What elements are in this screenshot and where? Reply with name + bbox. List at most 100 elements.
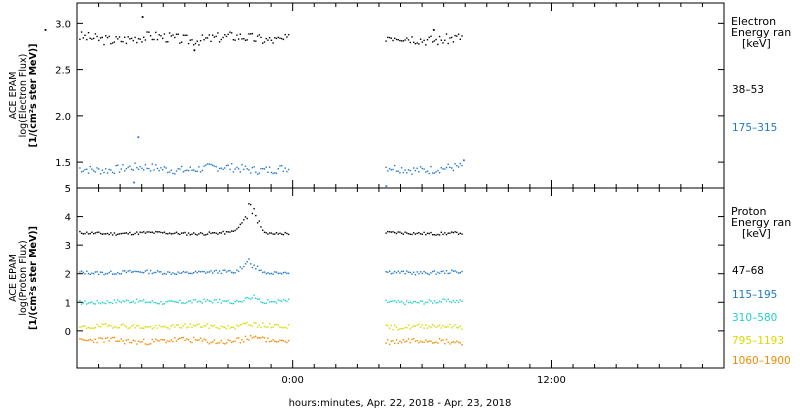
data-point	[182, 302, 185, 304]
data-point	[253, 336, 255, 338]
data-point	[241, 38, 243, 40]
data-point	[284, 33, 286, 36]
data-point	[246, 296, 248, 299]
data-point	[132, 300, 134, 303]
data-point	[189, 272, 191, 275]
data-point	[196, 170, 198, 173]
data-point	[134, 302, 136, 304]
data-point	[250, 335, 252, 337]
data-point	[390, 37, 392, 39]
y-tick-label: 2.5	[55, 66, 71, 77]
data-point	[234, 328, 236, 330]
data-point	[187, 300, 190, 302]
x-axis-title: hours:minutes, Apr. 22, 2018 - Apr. 23, …	[289, 398, 512, 409]
data-point	[141, 327, 143, 329]
data-point	[89, 301, 91, 304]
data-point	[215, 35, 217, 38]
data-point	[234, 39, 236, 41]
data-point	[385, 299, 387, 302]
data-point	[262, 229, 264, 231]
data-point	[411, 273, 413, 275]
data-point	[218, 328, 221, 330]
data-point	[461, 35, 463, 37]
data-point	[444, 39, 446, 41]
data-point	[229, 31, 231, 33]
data-point	[239, 223, 241, 226]
data-point	[445, 326, 448, 328]
data-point	[229, 231, 231, 233]
data-point	[156, 270, 159, 272]
data-point	[103, 273, 105, 276]
data-point	[454, 341, 456, 344]
data-point	[232, 171, 235, 173]
series-0	[79, 203, 463, 236]
y-tick-label: 4	[65, 213, 71, 224]
data-point	[93, 233, 95, 235]
data-point	[281, 37, 283, 40]
data-point	[258, 298, 260, 300]
data-point	[87, 326, 90, 329]
data-point	[387, 339, 389, 341]
data-point	[174, 301, 176, 303]
data-point	[451, 327, 453, 329]
data-point	[98, 231, 100, 233]
data-point	[440, 270, 442, 273]
data-point	[86, 270, 88, 272]
data-point	[177, 301, 179, 304]
data-point	[184, 339, 186, 342]
data-point	[222, 230, 224, 233]
data-point	[237, 337, 240, 339]
data-point	[418, 171, 420, 173]
data-point	[153, 232, 155, 234]
data-point	[106, 325, 109, 327]
data-point	[177, 338, 179, 340]
data-point	[201, 169, 204, 172]
data-point	[397, 270, 399, 272]
data-point	[108, 271, 110, 274]
data-point	[270, 272, 273, 275]
data-point	[189, 234, 191, 236]
data-point	[187, 232, 190, 234]
data-point	[402, 233, 405, 235]
data-point	[98, 325, 100, 327]
data-point	[201, 232, 204, 235]
data-point	[454, 324, 456, 326]
data-point	[210, 341, 212, 344]
data-point	[414, 300, 417, 303]
data-point	[196, 301, 198, 303]
data-point	[239, 171, 241, 173]
data-point	[87, 302, 90, 304]
data-point	[239, 33, 241, 35]
data-point	[435, 273, 437, 275]
data-point	[113, 273, 116, 275]
data-point	[177, 271, 179, 273]
data-point	[141, 41, 143, 43]
data-point	[234, 340, 236, 342]
data-point	[277, 272, 279, 275]
data-point	[237, 301, 240, 303]
data-point	[435, 171, 437, 173]
data-point	[390, 300, 392, 303]
data-point	[106, 273, 109, 275]
data-point	[108, 168, 110, 171]
data-point	[445, 166, 448, 169]
data-point	[404, 341, 406, 343]
data-point	[440, 339, 442, 342]
data-point	[106, 172, 109, 174]
data-point	[124, 300, 126, 303]
data-point	[125, 326, 128, 328]
data-point	[255, 297, 257, 299]
data-point	[445, 338, 448, 341]
data-point	[189, 39, 191, 41]
data-point	[428, 325, 430, 328]
data-point	[82, 302, 84, 304]
data-point	[456, 165, 458, 167]
data-point	[139, 327, 141, 329]
data-point	[454, 34, 456, 37]
data-point	[115, 36, 117, 38]
data-point	[277, 168, 279, 170]
data-point	[220, 272, 222, 275]
data-point	[179, 337, 181, 339]
data-point	[397, 299, 399, 302]
data-point	[115, 165, 117, 167]
